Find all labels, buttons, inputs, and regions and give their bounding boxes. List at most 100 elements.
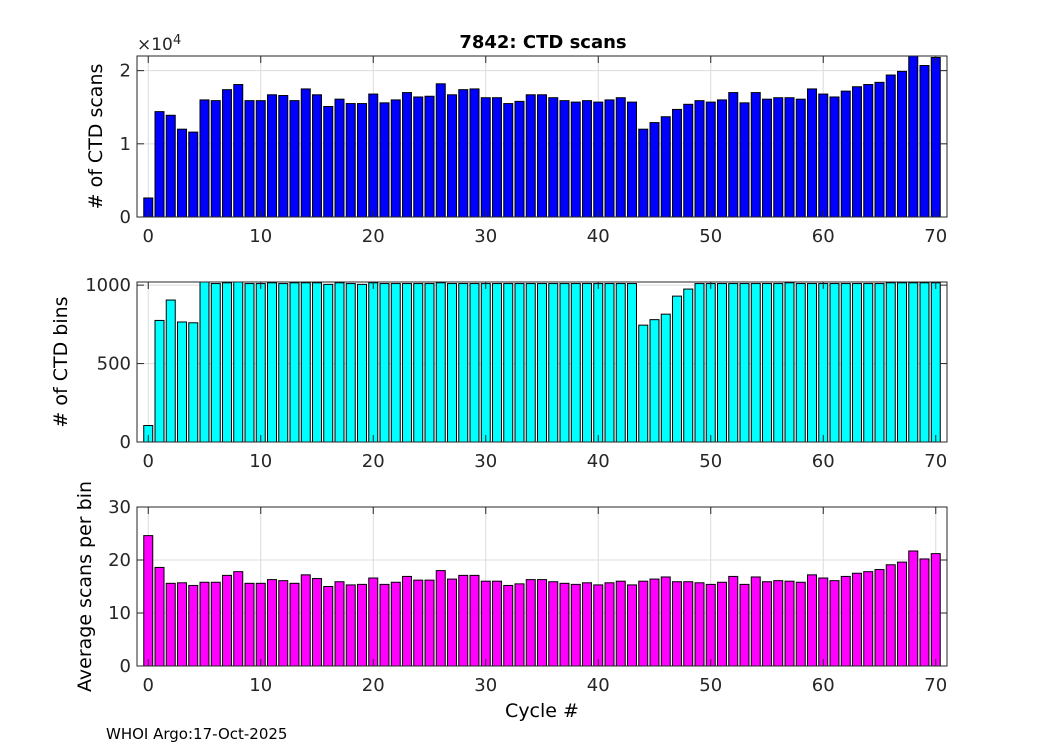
ctd-scans-bar: [582, 100, 592, 218]
ctd-bins-bar: [919, 282, 930, 443]
ctd-scans-bar: [154, 111, 165, 218]
ctd-bins-bar: [840, 283, 851, 443]
avg-scans-per-bin-bar: [840, 575, 851, 667]
ctd-bins-bar: [762, 283, 772, 443]
ctd-bins-bar: [255, 283, 266, 443]
ctd-bins-bar: [750, 283, 761, 443]
avg-scans-per-bin-bar: [267, 579, 277, 667]
avg-scans-per-bin-bar: [762, 581, 772, 667]
ctd-bins-bar: [233, 281, 244, 443]
ctd-scans-bar: [919, 65, 930, 218]
ctd-bins-xtick-label: 40: [587, 451, 610, 472]
avg-scans-per-bin-bar: [559, 582, 570, 667]
ctd-scans-bar: [627, 101, 637, 218]
ctd-scans-bar: [615, 97, 626, 218]
ctd-scans-bar: [222, 89, 232, 218]
avg-scans-per-bin-axes-box: [136, 506, 948, 667]
panels: 0 10 20 30 40 50 60 70 0 1 2 ×10 4 # of CTD scans 0 10 2…: [50, 33, 948, 722]
ctd-scans-bar: [717, 99, 727, 218]
avg-scans-per-bin-bar: [154, 566, 165, 667]
ctd-scans-bar: [469, 88, 480, 218]
avg-scans-per-bin-bar: [255, 582, 266, 667]
avg-scans-per-bin-bar: [300, 574, 311, 667]
ctd-bins-bar: [289, 282, 300, 443]
ctd-scans-bar: [548, 97, 559, 218]
ctd-scans-bar: [773, 97, 784, 218]
ctd-bins-bar: [728, 283, 739, 443]
ctd-bins-bar: [278, 283, 289, 443]
ctd-bins-bar: [525, 283, 536, 443]
ctd-scans-bar: [683, 103, 694, 218]
ctd-scans-bar: [537, 94, 547, 218]
avg-scans-per-bin-bar: [379, 583, 390, 667]
avg-scans-per-bin-ytick-label: 0: [120, 656, 131, 677]
ctd-bins-bar: [368, 282, 379, 443]
ctd-bins-bar: [615, 283, 626, 443]
chart-title: 7842: CTD scans: [459, 32, 626, 53]
ctd-scans-bar: [818, 93, 829, 218]
ctd-bins-bar: [593, 283, 604, 443]
ctd-scans-bar: [762, 98, 772, 218]
ctd-scans-bar: [705, 101, 716, 218]
avg-scans-per-bin-bar: [492, 580, 502, 667]
ctd-scans-axes-box: [136, 55, 948, 218]
avg-scans-per-bin-bar: [244, 582, 255, 667]
ctd-bins-bar: [874, 283, 885, 443]
ctd-bins-bar: [177, 321, 187, 443]
ctd-bins-bar: [683, 288, 694, 443]
ctd-scans-bar: [424, 95, 435, 218]
ctd-scans-bar: [514, 100, 525, 218]
ctd-bins-bar: [773, 283, 784, 443]
ctd-scans-bar: [458, 89, 469, 218]
ctd-bins-bar: [390, 283, 401, 443]
ctd-scans-bar: [323, 105, 334, 218]
avg-scans-per-bin-xtick-label: 70: [924, 675, 947, 696]
ctd-bins-bar: [345, 283, 356, 443]
avg-scans-per-bin-panel: 0 10 20 30 40 50 60 70 0 10 20 30 Average scans per …: [74, 481, 948, 722]
ctd-bins-bar: [908, 282, 919, 443]
avg-scans-per-bin-xtick-label: 10: [249, 675, 272, 696]
ctd-bins-xtick-label: 0: [143, 451, 154, 472]
ctd-bins-xtick-label: 60: [812, 451, 835, 472]
ctd-bins-bar: [672, 295, 682, 443]
ctd-scans-bar: [908, 55, 919, 218]
avg-scans-per-bin-bar: [649, 578, 660, 667]
ctd-scans-exponent-power: 4: [173, 33, 181, 48]
ctd-scans-bar: [784, 97, 795, 218]
ctd-scans-bar: [278, 95, 289, 218]
avg-scans-per-bin-bar: [604, 582, 615, 667]
avg-scans-per-bin-bar: [615, 580, 626, 667]
avg-scans-per-bin-bar: [818, 577, 829, 667]
ctd-scans-bar: [660, 116, 671, 218]
ctd-bins-bar: [638, 324, 649, 443]
ctd-scans-bar: [649, 122, 660, 218]
ctd-bins-bar: [222, 282, 232, 443]
ctd-bins-ytick-label: 0: [120, 432, 131, 453]
ctd-bins-bar: [165, 299, 176, 443]
ctd-bins-bar: [863, 283, 874, 443]
ctd-scans-bar: [244, 100, 255, 218]
ctd-scans-bar: [728, 92, 739, 218]
avg-scans-per-bin-xtick-label: 30: [474, 675, 497, 696]
avg-scans-per-bin-bar: [368, 577, 379, 667]
avg-scans-per-bin-bar: [930, 553, 941, 667]
ctd-bins-bar: [829, 283, 840, 443]
ctd-scans-xtick-label: 10: [249, 226, 272, 247]
ctd-scans-bar: [795, 98, 806, 218]
ctd-bins-bar: [852, 283, 862, 443]
avg-scans-per-bin-bar: [548, 581, 559, 667]
avg-scans-per-bin-bar: [773, 580, 784, 667]
ctd-scans-xtick-label: 20: [362, 226, 385, 247]
ctd-scans-xtick-label: 60: [812, 226, 835, 247]
footer-text: WHOI Argo:17-Oct-2025: [106, 725, 288, 743]
avg-scans-per-bin-bar: [188, 584, 199, 667]
ctd-scans-bar: [559, 100, 570, 218]
avg-scans-per-bin-bar: [570, 583, 581, 667]
avg-scans-per-bin-bar: [424, 579, 435, 667]
ctd-scans-ytick-label: 1: [120, 134, 131, 155]
ctd-bins-bar: [604, 283, 615, 443]
avg-scans-per-bin-bar: [345, 584, 356, 667]
ctd-bins-bar: [154, 319, 165, 443]
avg-scans-per-bin-bar: [222, 574, 232, 667]
